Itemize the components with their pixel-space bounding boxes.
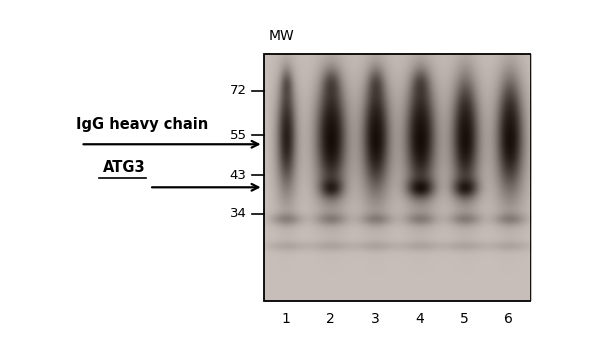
Text: 1: 1 [281,312,290,326]
Text: 5: 5 [460,312,468,326]
Text: 6: 6 [504,312,513,326]
Bar [264,54,531,301]
Text: 34: 34 [230,207,247,220]
Text: 2: 2 [326,312,335,326]
Text: 4: 4 [415,312,424,326]
Text: 55: 55 [230,129,247,141]
Text: IgG heavy chain: IgG heavy chain [76,117,208,132]
Text: 43: 43 [230,169,247,182]
Text: ATG3: ATG3 [103,160,146,175]
Text: MW: MW [269,29,294,43]
Text: 3: 3 [371,312,379,326]
Text: 72: 72 [230,84,247,98]
